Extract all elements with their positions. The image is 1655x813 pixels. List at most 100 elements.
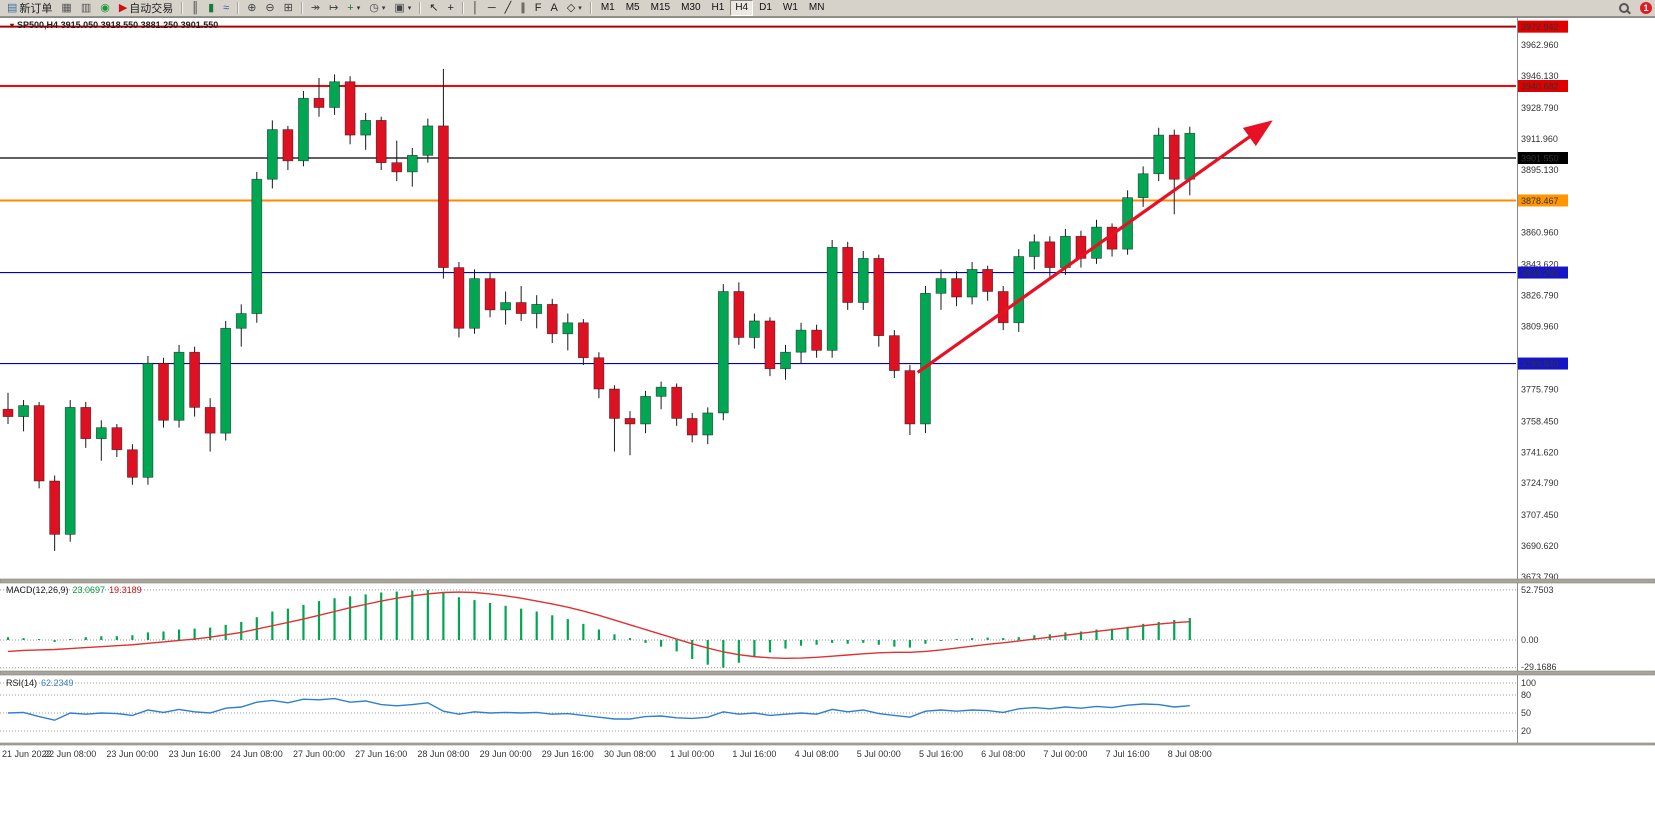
bear-candle: [111, 427, 123, 451]
tile-windows-button[interactable]: ⊞: [280, 0, 297, 17]
signals-button[interactable]: ◉: [96, 0, 114, 17]
rsi-panel[interactable]: 100 80 50 20: [0, 678, 1536, 736]
price-tick-label: 3724.790: [1521, 478, 1559, 488]
macd-panel[interactable]: 52.7503 0.00 -29.1686: [0, 585, 1557, 672]
price-tick-label: 3843.620: [1521, 260, 1559, 270]
chevron-down-icon: ▾: [578, 5, 582, 12]
chart-shift-icon: ↦: [329, 1, 339, 14]
timeframe-button-m1[interactable]: M1: [600, 2, 615, 13]
cursor-button[interactable]: ↖: [425, 0, 442, 17]
bar-chart-button[interactable]: ║: [187, 0, 203, 17]
vertical-line-button[interactable]: │: [468, 0, 483, 17]
timeframe-button-m15[interactable]: M15: [650, 2, 671, 13]
timeframe-button-h1[interactable]: H1: [711, 2, 725, 13]
bear-candle: [1044, 241, 1056, 268]
bear-candle: [391, 162, 403, 173]
price-badge-label: 3940.682: [1521, 81, 1559, 91]
price-badge: [1518, 79, 1568, 92]
zoom-in-button[interactable]: ⊕: [243, 0, 260, 17]
price-badge-label: 3878.467: [1521, 196, 1559, 206]
bear-candle: [282, 129, 294, 162]
search-button[interactable]: [1614, 0, 1635, 17]
macd-axis-label: 52.7503: [1521, 585, 1554, 595]
bull-candle: [220, 327, 232, 434]
bull-candle: [422, 125, 434, 156]
price-tick-label: 3741.620: [1521, 447, 1559, 457]
price-tick-label: 3690.620: [1521, 541, 1559, 551]
rsi-axis-label: 100: [1521, 678, 1536, 688]
panel-divider[interactable]: [0, 670, 1655, 676]
one-click-trading-toggle-icon[interactable]: ▾: [10, 21, 15, 30]
price-badge-label: 3901.550: [1521, 154, 1559, 164]
price-badge-label: 3972.942: [1521, 22, 1559, 32]
bull-candle: [749, 320, 760, 338]
bear-candle: [951, 278, 962, 298]
bear-candle: [158, 362, 169, 421]
bull-candle: [142, 362, 154, 478]
new-order-button[interactable]: ▤ 新订单: [3, 0, 56, 17]
bull-candle: [95, 427, 107, 440]
bull-candle: [173, 351, 185, 421]
panel-divider[interactable]: [0, 578, 1655, 584]
bear-candle: [1168, 134, 1180, 180]
bear-candle: [842, 246, 854, 303]
trendline-button[interactable]: ╱: [501, 0, 516, 17]
time-tick-label: 4 Jul 08:00: [795, 749, 839, 759]
period-button[interactable]: ◷ ▾: [365, 0, 389, 17]
chevron-down-icon: ▾: [381, 5, 386, 12]
line-chart-button[interactable]: ≈: [219, 0, 233, 17]
timeframe-button-mn[interactable]: MN: [808, 2, 825, 13]
crosshair-icon: +: [447, 1, 454, 14]
autotrading-button[interactable]: ▶ 自动交易: [115, 0, 177, 17]
time-tick-label: 29 Jun 16:00: [542, 749, 594, 759]
channel-button[interactable]: ∥: [516, 0, 530, 17]
bull-candle: [920, 292, 931, 425]
timeframe-button-w1[interactable]: W1: [782, 2, 798, 13]
text-icon: A: [550, 1, 558, 14]
toolbar-separator: [419, 2, 422, 14]
bear-candle: [982, 269, 994, 292]
price-tick-label: 3860.960: [1521, 228, 1559, 238]
time-tick-label: 5 Jul 00:00: [857, 749, 901, 759]
new-chart-icon: +: [347, 1, 354, 14]
autotrading-button-label: 自动交易: [129, 3, 174, 15]
market-watch-button[interactable]: ▦: [57, 0, 75, 17]
autotrade-icon: ▶: [118, 1, 128, 14]
panel-divider[interactable]: [0, 742, 1655, 746]
notification-badge[interactable]: 1: [1640, 2, 1652, 14]
timeframe-button-h4[interactable]: H4: [730, 0, 754, 16]
bull-candle: [562, 322, 574, 335]
bull-candle: [1060, 235, 1071, 268]
time-tick-label: 24 Jun 08:00: [231, 749, 283, 759]
zoom-out-button[interactable]: ⊖: [261, 0, 278, 17]
bear-candle: [80, 407, 92, 440]
price-axis[interactable]: 3962.960 3946.130 3928.790 3911.960 3895.130…: [1518, 20, 1568, 582]
bull-candle: [1028, 241, 1040, 257]
rsi-indicator-label: RSI(14) 62.2349: [6, 678, 74, 688]
chart-shift-button[interactable]: ↦: [325, 0, 342, 17]
horizontal-line-button[interactable]: ─: [484, 0, 500, 17]
arrows-button[interactable]: ◇ ▾: [563, 0, 586, 17]
timeframe-button-m5[interactable]: M5: [625, 2, 640, 13]
macd-name: MACD(12,26,9): [6, 585, 69, 595]
timeframe-button-d1[interactable]: D1: [759, 2, 772, 13]
trend-arrow[interactable]: [916, 120, 1273, 374]
bull-candle: [1153, 134, 1165, 175]
bear-candle: [686, 418, 698, 436]
auto-scroll-button[interactable]: ↠: [307, 0, 324, 17]
new-chart-button[interactable]: + ▾: [343, 0, 364, 17]
candlestick-chart-button[interactable]: ▮: [204, 0, 218, 17]
templates-button[interactable]: ▣ ▾: [390, 0, 415, 17]
timeframe-button-m30[interactable]: M30: [681, 2, 701, 13]
toolbar-separator: [300, 2, 303, 14]
bear-candle: [453, 267, 465, 329]
price-badge-label: 3789.840: [1521, 359, 1559, 369]
text-button[interactable]: A: [546, 0, 561, 17]
crosshair-button[interactable]: +: [444, 0, 458, 17]
fibonacci-button[interactable]: F: [531, 0, 546, 17]
data-window-button[interactable]: ▥: [77, 0, 95, 17]
cursor-icon: ↖: [429, 1, 439, 14]
rsi-name: RSI(14): [6, 678, 38, 688]
